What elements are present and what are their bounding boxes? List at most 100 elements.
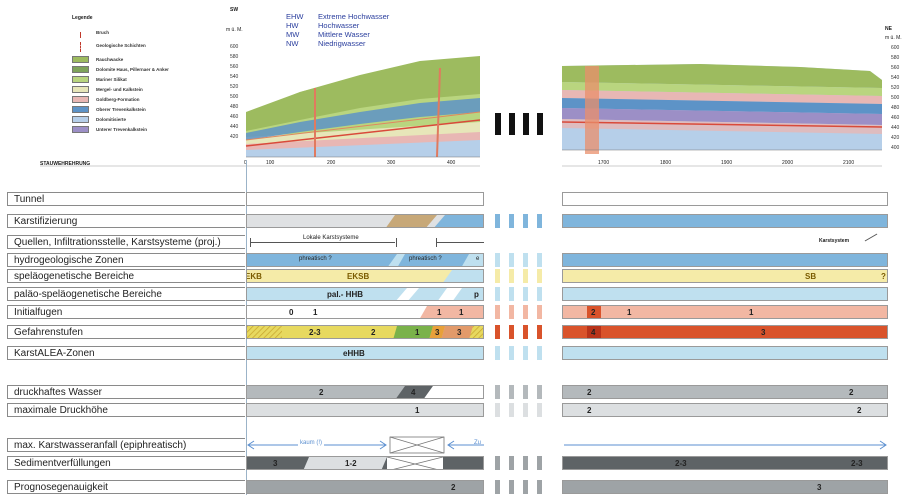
initial-cell: 2	[591, 308, 596, 317]
y-tick: 480	[230, 104, 239, 110]
abbr-hw: HW	[286, 21, 299, 30]
initial-seg-salmon	[420, 306, 483, 318]
initial-seg-red	[587, 306, 601, 318]
row-label-tunnel: Tunnel	[7, 192, 245, 206]
fault-line-icon	[80, 32, 81, 38]
paleo-bar-left: pal.- HHB p	[246, 287, 484, 301]
arrow-right-icon	[879, 440, 887, 450]
chainage-tick: 2100	[843, 160, 855, 166]
y-tick: 440	[891, 125, 900, 131]
karst-seg-tan	[386, 215, 437, 227]
legend-swatch	[72, 56, 89, 63]
speleo-seg	[443, 270, 483, 282]
karst-bar-right	[562, 214, 888, 228]
initial-cell: 1	[627, 308, 632, 317]
druckhoehe-cell: 1	[415, 406, 420, 415]
druck-bar-left: 2 4	[246, 385, 484, 399]
hydro-cell: phreatisch ?	[409, 256, 442, 262]
legend-item: Mariner Silikat	[72, 76, 232, 84]
initial-cell: 1	[437, 308, 442, 317]
stratum-goldberg	[562, 90, 882, 104]
row-label-hydro: hydrogeologische Zonen	[7, 253, 245, 267]
tunnel-bar-right	[562, 192, 888, 206]
legend-swatch	[72, 86, 89, 93]
row-label-sediment: Sedimentverfüllungen	[7, 456, 245, 470]
profile-unit-right: m ü. M.	[885, 35, 902, 41]
hydro-bar-left: phreatisch ? phreatisch ? e	[246, 253, 484, 267]
y-tick: 460	[230, 114, 239, 120]
karst-segments	[386, 215, 483, 227]
sediment-seg-light	[303, 457, 387, 469]
initial-bar-right: 2 1 1	[562, 305, 888, 319]
abbr-nw: NW	[286, 39, 299, 48]
y-tick: 400	[891, 145, 900, 151]
legend-item: Bruch	[72, 29, 232, 38]
druck-cell: 2	[849, 388, 854, 397]
sediment-bar-right: 2-3 2-3	[562, 456, 888, 470]
quellen-bar-left: Lokale Karstsysteme	[246, 235, 484, 249]
initial-segments	[247, 306, 483, 318]
initial-cell: 1	[459, 308, 464, 317]
druckhoehe-bar-right: 2 2	[562, 403, 888, 417]
y-tick: 520	[891, 85, 900, 91]
y-tick: 480	[891, 105, 900, 111]
quellen-range-line	[250, 242, 395, 243]
paleo-cell: pal.- HHB	[327, 290, 363, 299]
y-tick: 500	[891, 95, 900, 101]
stratum-boundary	[561, 121, 883, 128]
paleo-segments	[396, 288, 462, 300]
gefahr-cell: 3	[435, 328, 440, 337]
druck-cell: 2	[319, 388, 324, 397]
stratum-rauchwacke	[562, 64, 882, 88]
sediment-seg-white	[387, 457, 443, 469]
sediment-segments	[303, 457, 444, 469]
tunnel-bar-left	[246, 192, 484, 206]
legend: Bruch Geologische Schichten Rauchwacke D…	[0, 0, 240, 160]
gefahr-cell: 3	[761, 328, 766, 337]
druck-segments	[396, 386, 483, 398]
speleo-cell: ?	[881, 272, 886, 281]
gefahr-seg-green	[393, 326, 433, 338]
fault-line	[436, 67, 441, 158]
druck-seg-white	[424, 386, 483, 398]
karstwasser-arrows	[247, 436, 484, 454]
sediment-bar-left: 3 1-2	[246, 456, 484, 470]
quellen-range-line	[436, 242, 484, 243]
paleo-cell: p	[474, 290, 479, 299]
speleo-cell: SB	[805, 272, 817, 281]
abbr-nw-label: Niedrigwasser	[318, 39, 366, 48]
sediment-cell: 2-3	[851, 459, 863, 468]
quellen-range-tick	[436, 238, 437, 247]
legend-swatch	[72, 66, 89, 73]
y-tick: 420	[230, 134, 239, 140]
row-label-druckhaftes-wasser: druckhaftes Wasser	[7, 385, 245, 399]
gefahr-cell: 2	[371, 328, 376, 337]
chainage-tick: 0	[244, 160, 247, 166]
legend-swatch	[72, 126, 89, 133]
initial-cell: 1	[313, 308, 318, 317]
sediment-cell: 2-3	[675, 459, 687, 468]
abbr-mw-label: Mittlere Wasser	[318, 30, 370, 39]
row-label-paleo: paläo-speläogenetische Bereiche	[7, 287, 245, 301]
legend-item: Mergel- und Kalkstein	[72, 86, 232, 94]
stratum-rauchwacke	[246, 56, 480, 131]
hydro-segments	[247, 254, 469, 266]
profile-unit: m ü. M.	[226, 27, 243, 33]
y-tick: 520	[230, 84, 239, 90]
y-tick: 460	[891, 115, 900, 121]
y-tick: 580	[891, 55, 900, 61]
legend-item: Oberer Trevenkalkstein	[72, 106, 232, 114]
abbr-ehw: EHW	[286, 12, 304, 21]
gefahr-bar-right: 4 3	[562, 325, 888, 339]
profile-gap-marker	[495, 113, 543, 135]
y-tick: 600	[891, 45, 900, 51]
chainage-tick: 2000	[782, 160, 794, 166]
row-label-speleo: speläogenetische Bereiche	[7, 269, 245, 283]
speleo-cell: EKB	[246, 272, 262, 281]
druck-cell: 4	[411, 388, 416, 397]
profile-left-strata	[245, 56, 481, 158]
chainage-tick: 400	[447, 160, 456, 166]
initial-cell: 0	[289, 308, 294, 317]
initial-bar-left: 0 1 1 1	[246, 305, 484, 319]
y-tick: 560	[891, 65, 900, 71]
